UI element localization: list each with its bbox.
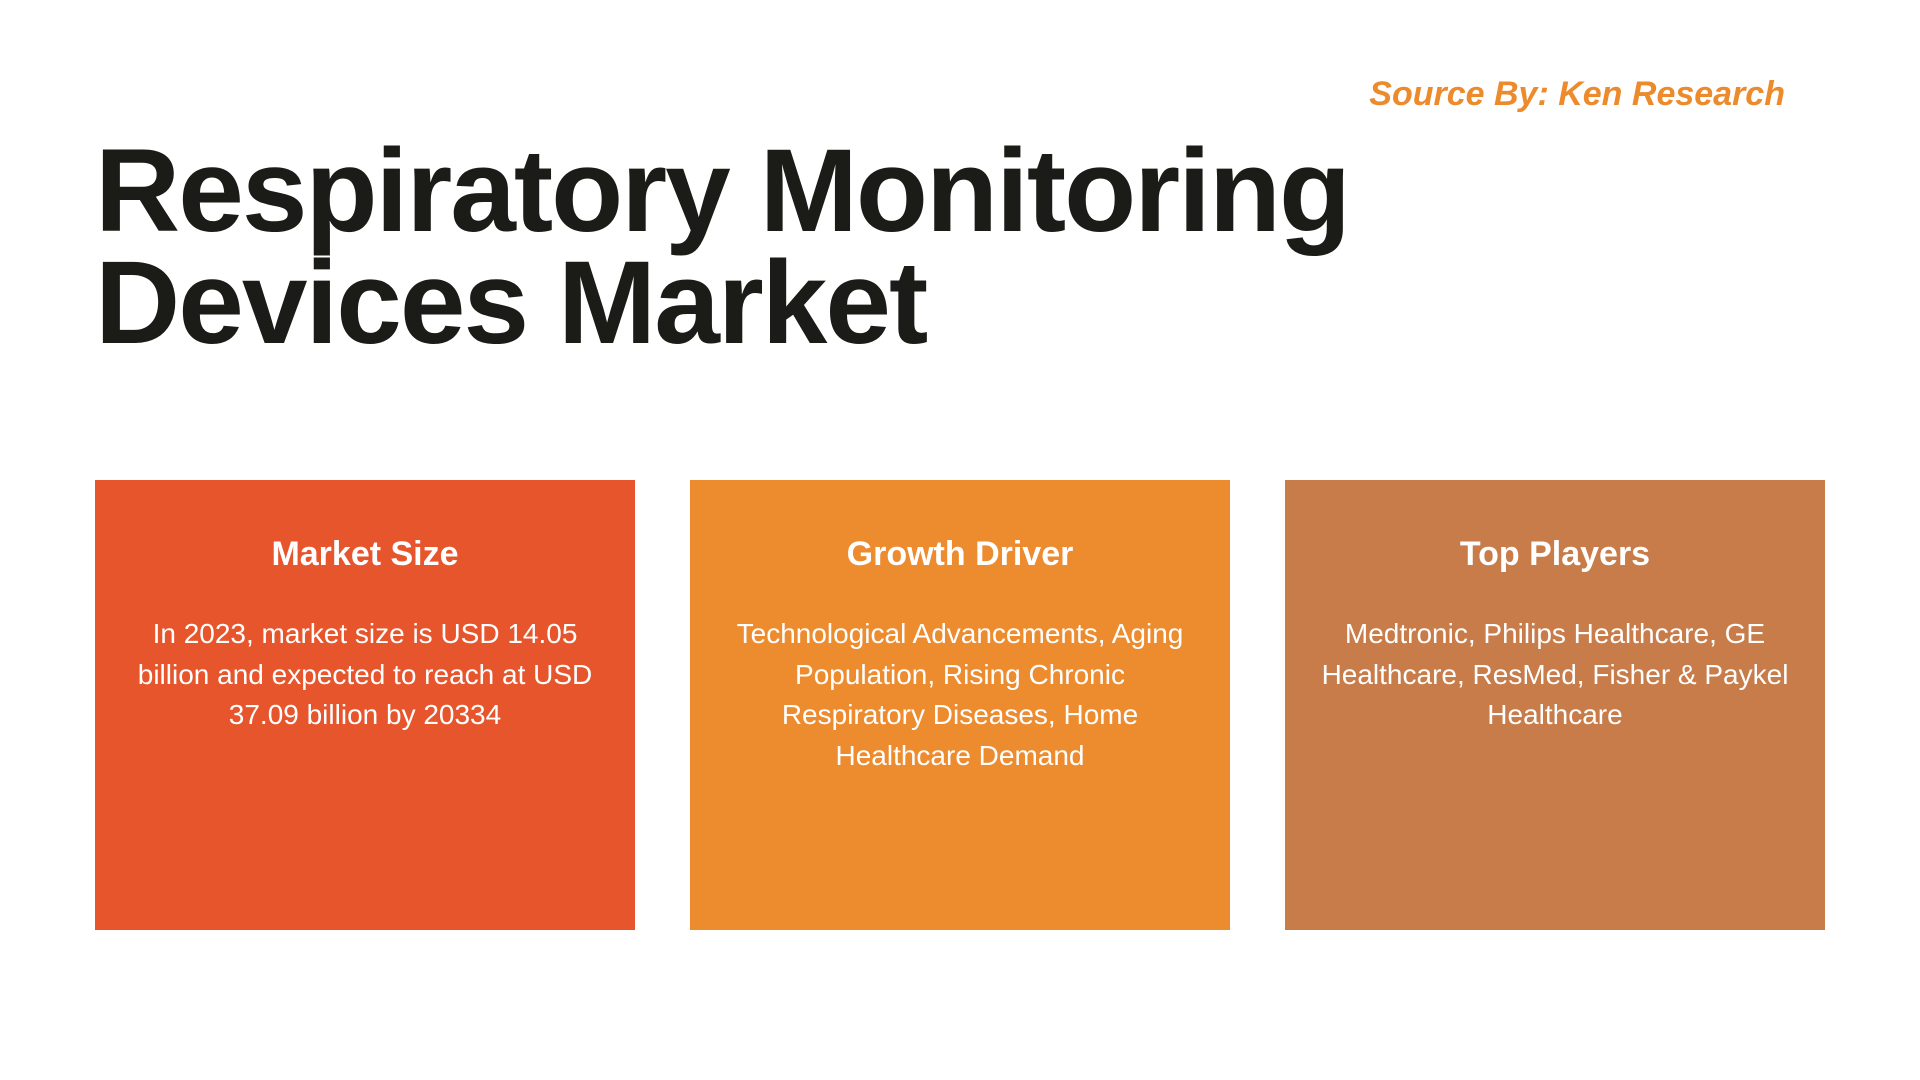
card-title: Market Size xyxy=(130,535,600,574)
card-title: Growth Driver xyxy=(725,535,1195,574)
cards-row: Market Size In 2023, market size is USD … xyxy=(95,480,1825,930)
card-body: In 2023, market size is USD 14.05 billio… xyxy=(130,614,600,736)
card-market-size: Market Size In 2023, market size is USD … xyxy=(95,480,635,930)
card-title: Top Players xyxy=(1320,535,1790,574)
source-attribution: Source By: Ken Research xyxy=(1369,75,1785,114)
card-top-players: Top Players Medtronic, Philips Healthcar… xyxy=(1285,480,1825,930)
card-body: Technological Advancements, Aging Popula… xyxy=(725,614,1195,776)
card-body: Medtronic, Philips Healthcare, GE Health… xyxy=(1320,614,1790,736)
page-title: Respiratory MonitoringDevices Market xyxy=(95,135,1349,359)
card-growth-driver: Growth Driver Technological Advancements… xyxy=(690,480,1230,930)
